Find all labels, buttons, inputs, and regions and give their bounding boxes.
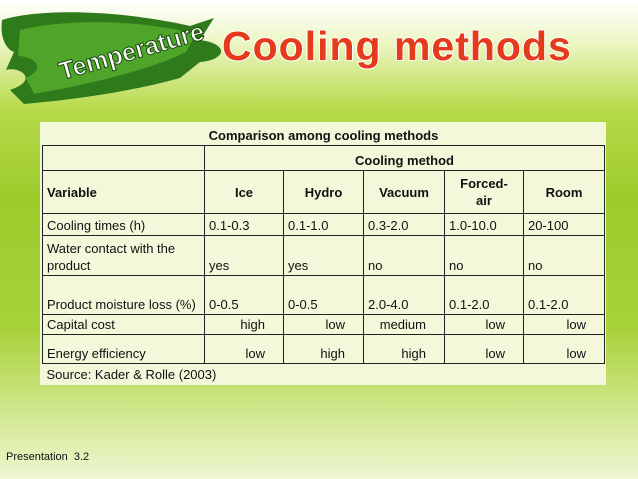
table-cell: high bbox=[204, 314, 284, 335]
column-header: Forced-air bbox=[444, 170, 524, 214]
header-text: Forced-air bbox=[460, 176, 508, 208]
table-cell: 0.1-2.0 bbox=[523, 275, 605, 315]
row-label: Water contact with the product bbox=[42, 235, 205, 276]
table-cell: no bbox=[363, 235, 445, 276]
table-caption: Comparison among cooling methods bbox=[208, 128, 439, 143]
row-label: Cooling times (h) bbox=[42, 213, 205, 236]
table-cell: high bbox=[363, 334, 445, 364]
table-cell: low bbox=[283, 314, 364, 335]
blank-cell bbox=[42, 145, 205, 171]
row-label: Energy efficiency bbox=[42, 334, 205, 364]
table-cell: low bbox=[523, 334, 605, 364]
table-cell: 0-0.5 bbox=[283, 275, 364, 315]
group-header: Cooling method bbox=[204, 145, 605, 171]
table-row: Energy efficiency low high high low low bbox=[42, 334, 605, 364]
row-label: Product moisture loss (%) bbox=[42, 275, 205, 315]
row-label: Capital cost bbox=[42, 314, 205, 335]
table-cell: no bbox=[444, 235, 524, 276]
column-header: Ice bbox=[204, 170, 284, 214]
table-cell: 0-0.5 bbox=[204, 275, 284, 315]
table-cell: high bbox=[283, 334, 364, 364]
table-cell: low bbox=[444, 314, 524, 335]
footer-label: Presentation 3.2 bbox=[6, 451, 90, 463]
table-cell: 20-100 bbox=[523, 213, 605, 236]
column-header: Vacuum bbox=[363, 170, 445, 214]
slide-title: Cooling methods bbox=[222, 23, 572, 69]
table-cell: 2.0-4.0 bbox=[363, 275, 445, 315]
column-header: Room bbox=[523, 170, 605, 214]
table-cell: 1.0-10.0 bbox=[444, 213, 524, 236]
table-cell: 0.3-2.0 bbox=[363, 213, 445, 236]
table-cell: no bbox=[523, 235, 605, 276]
table-row: Cooling times (h) 0.1-0.3 0.1-1.0 0.3-2.0 1.… bbox=[42, 213, 605, 236]
column-header: Hydro bbox=[283, 170, 364, 214]
table-cell: low bbox=[444, 334, 524, 364]
brush-light bbox=[18, 22, 196, 94]
header: Temperature Cooling methods bbox=[1, 12, 572, 105]
table-cell: yes bbox=[204, 235, 284, 276]
table-cell: 0.1-2.0 bbox=[444, 275, 524, 315]
table-cell: low bbox=[523, 314, 605, 335]
table-cell: medium bbox=[363, 314, 445, 335]
comparison-table: Comparison among cooling methods Cooling… bbox=[42, 122, 605, 384]
column-header: Variable bbox=[42, 170, 205, 214]
table-row: Product moisture loss (%) 0-0.5 0-0.5 2.0-4… bbox=[42, 275, 605, 315]
table-row: Capital cost high low medium low low bbox=[42, 314, 605, 335]
table-row: Water contact with the product yes yes no no… bbox=[42, 235, 605, 276]
table-cell: 0.1-1.0 bbox=[283, 213, 364, 236]
table-cell: 0.1-0.3 bbox=[204, 213, 284, 236]
table-cell: yes bbox=[283, 235, 364, 276]
table-cell: low bbox=[204, 334, 284, 364]
source: Source: Kader & Rolle (2003) bbox=[46, 367, 217, 382]
